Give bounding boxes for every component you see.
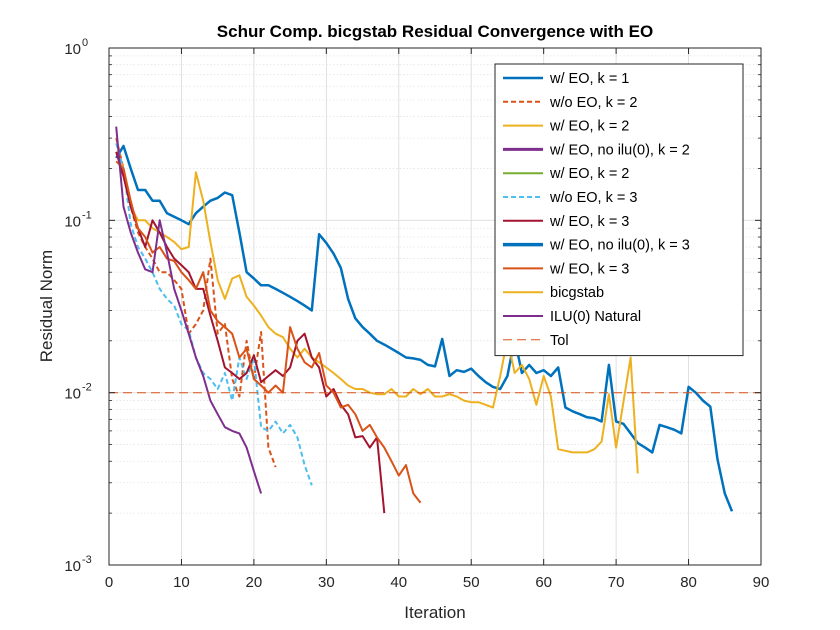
x-tick-label: 20 xyxy=(246,574,263,591)
x-tick-label: 30 xyxy=(318,574,335,591)
series-line xyxy=(115,126,263,494)
chart-title: Schur Comp. bicgstab Residual Convergenc… xyxy=(217,22,653,41)
legend-label: w/o EO, k = 2 xyxy=(549,95,637,111)
y-axis-label: Residual Norm xyxy=(37,250,56,362)
series-line xyxy=(115,144,734,512)
legend-label: w/ EO, no ilu(0), k = 3 xyxy=(549,238,690,254)
y-tick-label-base: 10 xyxy=(64,41,81,58)
y-tick-label-base: 10 xyxy=(64,558,81,575)
series-lines xyxy=(109,126,761,514)
y-tick-label-base: 10 xyxy=(64,386,81,403)
plot-frame xyxy=(108,47,762,566)
legend-label: w/ EO, k = 2 xyxy=(549,166,629,182)
series-line xyxy=(115,143,313,486)
x-axis-label: Iteration xyxy=(404,603,465,622)
series-line xyxy=(115,151,639,474)
legend-label: w/ EO, k = 3 xyxy=(549,214,629,230)
legend-label: w/o EO, k = 3 xyxy=(549,190,637,206)
legend-label: w/ EO, k = 1 xyxy=(549,71,629,87)
y-tick-label-exponent: -3 xyxy=(82,554,92,566)
x-tick-label: 80 xyxy=(680,574,697,591)
legend-label: Tol xyxy=(550,333,569,349)
y-tick-label-base: 10 xyxy=(64,213,81,230)
legend-box xyxy=(494,63,744,357)
x-tick-label: 0 xyxy=(105,574,113,591)
x-tick-label: 90 xyxy=(753,574,770,591)
legend-label: bicgstab xyxy=(550,285,604,301)
y-tick-label-exponent: 0 xyxy=(82,37,88,49)
legend-label: w/ EO, k = 3 xyxy=(549,261,629,277)
x-tick-label: 60 xyxy=(535,574,552,591)
legend: w/ EO, k = 1 w/o EO, k = 2 w/ EO, k = 2 w/ … xyxy=(494,63,744,357)
x-tick-label: 70 xyxy=(608,574,625,591)
legend-label: w/ EO, no ilu(0), k = 2 xyxy=(549,142,690,158)
legend-label: ILU(0) Natural xyxy=(550,309,641,325)
y-tick-label-exponent: -1 xyxy=(82,209,92,221)
y-tick-label-exponent: -2 xyxy=(82,382,92,394)
legend-label: w/ EO, k = 2 xyxy=(549,119,629,135)
x-tick-label: 40 xyxy=(390,574,407,591)
x-tick-label: 10 xyxy=(173,574,190,591)
x-tick-label: 50 xyxy=(463,574,480,591)
